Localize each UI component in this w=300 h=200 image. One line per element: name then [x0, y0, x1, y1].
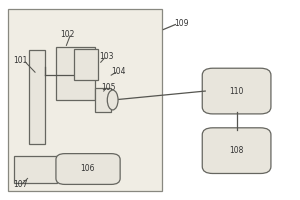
- Text: 101: 101: [13, 56, 27, 65]
- Text: 110: 110: [230, 87, 244, 96]
- Text: 106: 106: [80, 164, 94, 173]
- Bar: [8, 9, 162, 191]
- FancyBboxPatch shape: [202, 128, 271, 173]
- Bar: [95, 88, 111, 112]
- Bar: [29, 50, 46, 144]
- Text: 109: 109: [174, 19, 189, 28]
- Text: 108: 108: [230, 146, 244, 155]
- Bar: [14, 156, 57, 183]
- Text: 104: 104: [111, 67, 126, 76]
- Text: 103: 103: [100, 52, 114, 61]
- FancyBboxPatch shape: [202, 68, 271, 114]
- Text: 107: 107: [13, 180, 27, 189]
- Text: 105: 105: [101, 83, 116, 92]
- Text: 102: 102: [61, 30, 75, 39]
- FancyBboxPatch shape: [56, 154, 120, 184]
- Bar: [56, 47, 95, 100]
- Ellipse shape: [107, 90, 118, 110]
- Bar: [74, 49, 98, 80]
